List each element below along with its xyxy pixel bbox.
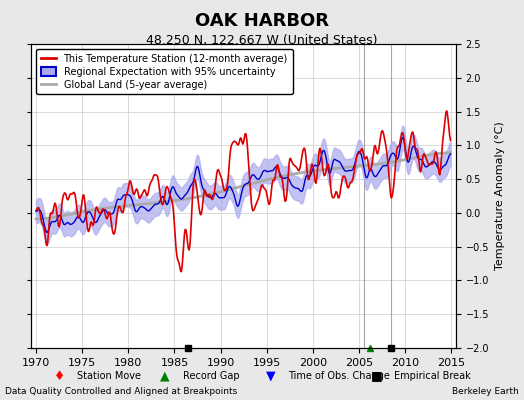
Text: 48.250 N, 122.667 W (United States): 48.250 N, 122.667 W (United States) [146, 34, 378, 47]
Text: Empirical Break: Empirical Break [394, 371, 471, 381]
Text: ▲: ▲ [160, 370, 170, 382]
Text: Data Quality Controlled and Aligned at Breakpoints: Data Quality Controlled and Aligned at B… [5, 387, 237, 396]
Text: ♦: ♦ [54, 370, 65, 382]
Legend: This Temperature Station (12-month average), Regional Expectation with 95% uncer: This Temperature Station (12-month avera… [36, 49, 292, 94]
Y-axis label: Temperature Anomaly (°C): Temperature Anomaly (°C) [495, 122, 505, 270]
Text: Record Gap: Record Gap [183, 371, 239, 381]
Text: ▼: ▼ [266, 370, 276, 382]
Text: ■: ■ [370, 370, 383, 382]
Text: Station Move: Station Move [77, 371, 141, 381]
Text: Berkeley Earth: Berkeley Earth [452, 387, 519, 396]
Text: OAK HARBOR: OAK HARBOR [195, 12, 329, 30]
Text: Time of Obs. Change: Time of Obs. Change [288, 371, 390, 381]
